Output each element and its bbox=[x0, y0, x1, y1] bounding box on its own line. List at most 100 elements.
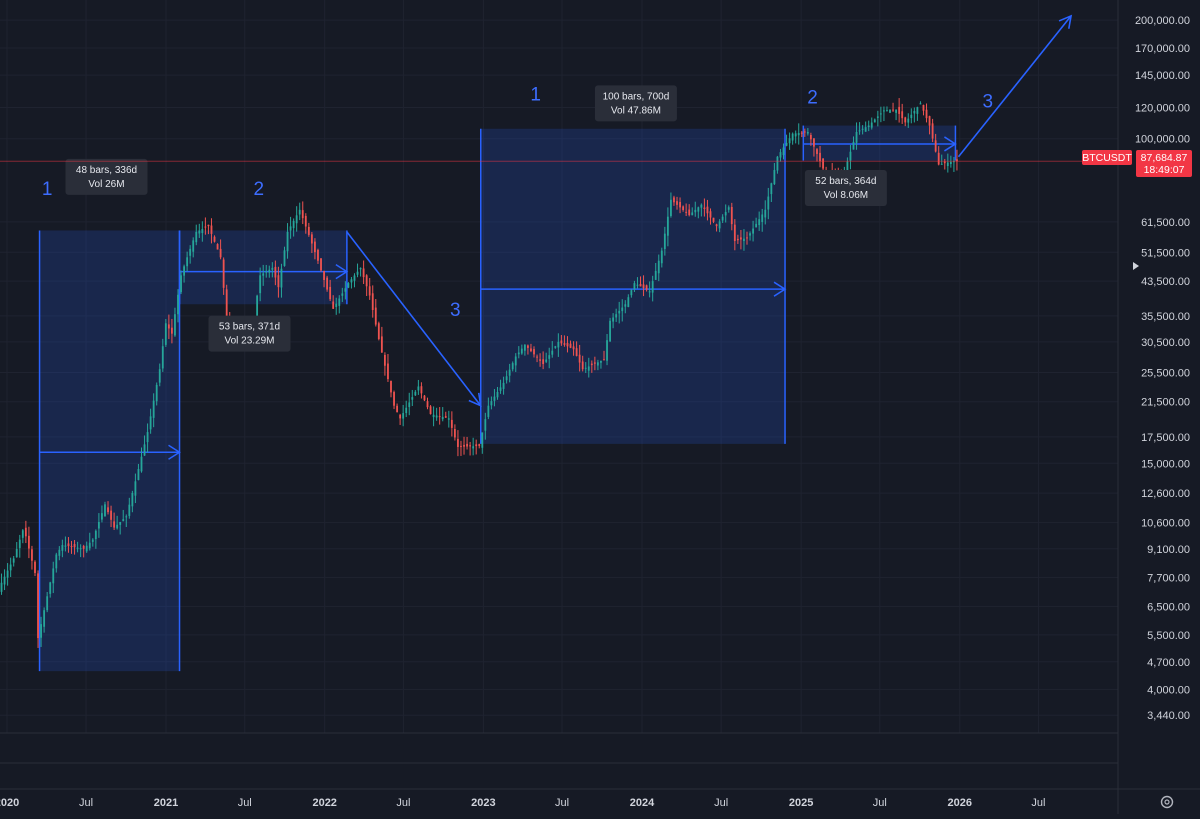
candle bbox=[743, 229, 745, 251]
candle-body bbox=[883, 110, 885, 112]
candle-body bbox=[164, 323, 167, 345]
candle-body bbox=[40, 624, 42, 638]
candle bbox=[873, 118, 876, 123]
candle bbox=[271, 262, 274, 278]
candle bbox=[615, 308, 618, 322]
candle bbox=[344, 281, 347, 300]
candle bbox=[198, 223, 201, 238]
candle bbox=[475, 439, 478, 455]
candle bbox=[666, 207, 669, 247]
candle-body bbox=[298, 209, 301, 215]
time-axis[interactable]: 2020 Jul 2021 Jul 2022 Jul 2023 Jul 2024 Jul 2025 J… bbox=[0, 797, 1045, 809]
candle-body bbox=[852, 141, 855, 150]
candle bbox=[27, 526, 30, 559]
candle-body bbox=[76, 547, 79, 549]
candle-body bbox=[177, 294, 179, 315]
candle bbox=[79, 544, 82, 558]
candle bbox=[140, 447, 143, 473]
candle-body bbox=[213, 236, 216, 242]
candle-body bbox=[925, 109, 928, 119]
price-tick-label: 3,440.00 bbox=[1147, 710, 1190, 722]
candle bbox=[566, 336, 569, 353]
candle bbox=[520, 344, 523, 355]
candle bbox=[490, 396, 493, 410]
scroll-marker-icon[interactable] bbox=[1133, 262, 1139, 270]
grid bbox=[0, 0, 1118, 733]
candle bbox=[654, 262, 657, 280]
candle-body bbox=[432, 414, 435, 418]
candle bbox=[706, 199, 709, 221]
candle bbox=[542, 351, 545, 370]
candle-body bbox=[408, 402, 411, 408]
candle-body bbox=[447, 418, 450, 420]
candle-body bbox=[657, 260, 660, 274]
candle bbox=[180, 270, 182, 295]
candle-body bbox=[31, 549, 33, 561]
phase-number: 1 bbox=[42, 179, 53, 200]
candle bbox=[560, 335, 563, 346]
candle-body bbox=[685, 211, 688, 213]
candle-body bbox=[770, 183, 773, 195]
candle-body bbox=[584, 367, 587, 369]
candle-body bbox=[283, 250, 286, 266]
candle-body bbox=[879, 113, 882, 115]
candle-body bbox=[110, 510, 112, 520]
candle bbox=[91, 538, 94, 547]
candle bbox=[940, 154, 943, 165]
candle-body bbox=[12, 558, 15, 563]
candle bbox=[359, 267, 362, 277]
candle-body bbox=[928, 116, 931, 126]
settings-icon[interactable] bbox=[1160, 795, 1174, 809]
price-axis[interactable] bbox=[1118, 0, 1200, 814]
candle-body bbox=[596, 362, 599, 366]
candle bbox=[740, 229, 742, 250]
candle bbox=[627, 294, 630, 308]
candle bbox=[554, 345, 557, 349]
candle-body bbox=[131, 492, 134, 507]
candle bbox=[259, 267, 262, 302]
candle bbox=[265, 264, 268, 278]
candle-body bbox=[499, 387, 502, 391]
candle-body bbox=[603, 359, 605, 361]
last-price-tag[interactable]: 87,684.87 18:49:07 bbox=[1136, 150, 1192, 177]
candle bbox=[110, 505, 112, 528]
candle-body bbox=[670, 199, 672, 216]
candle bbox=[362, 260, 365, 284]
candle-body bbox=[800, 132, 803, 134]
candle bbox=[292, 218, 295, 237]
candle-body bbox=[393, 392, 395, 406]
candle-body bbox=[186, 257, 189, 267]
candle bbox=[621, 299, 624, 322]
candle-body bbox=[946, 162, 949, 167]
candle-body bbox=[752, 228, 754, 234]
candle bbox=[326, 275, 329, 292]
candle bbox=[864, 121, 867, 132]
candle bbox=[694, 201, 697, 217]
candle bbox=[596, 359, 599, 371]
candle-body bbox=[797, 133, 800, 136]
candle-body bbox=[64, 545, 67, 547]
time-tick-label: 2022 bbox=[312, 797, 336, 809]
candle-body bbox=[113, 521, 116, 528]
candle-body bbox=[642, 284, 645, 288]
price-tick-label: 100,000.00 bbox=[1135, 134, 1190, 146]
candle bbox=[189, 245, 192, 264]
price-tick-label: 6,500.00 bbox=[1147, 601, 1190, 613]
symbol-tag[interactable]: BTCUSDT bbox=[1082, 150, 1132, 165]
candle bbox=[648, 281, 651, 298]
candle bbox=[207, 224, 210, 235]
candle bbox=[892, 102, 894, 112]
candle-body bbox=[697, 207, 700, 212]
candle-body bbox=[0, 582, 3, 592]
candle-body bbox=[809, 134, 812, 140]
price-tick-label: 30,500.00 bbox=[1141, 337, 1190, 349]
candle bbox=[371, 285, 374, 318]
candle-body bbox=[724, 211, 727, 216]
candle-body bbox=[341, 293, 344, 296]
candle bbox=[481, 432, 484, 454]
measure-label-bg bbox=[594, 85, 677, 122]
candle bbox=[472, 437, 475, 456]
candle bbox=[876, 110, 879, 127]
